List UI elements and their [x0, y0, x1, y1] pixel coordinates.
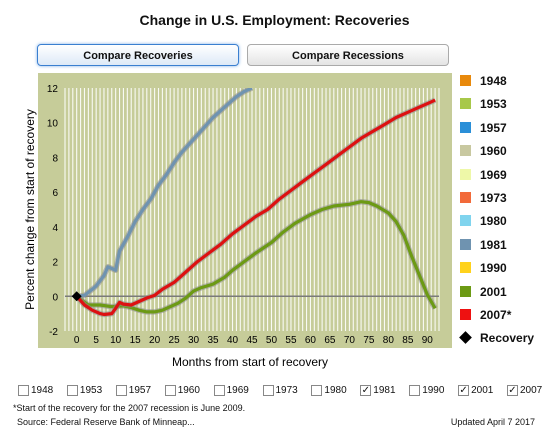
legend-label: 1981 — [480, 237, 507, 252]
x-tick-label: 0 — [74, 335, 80, 346]
source-note: Source: Federal Reserve Bank of Minneap.… — [17, 417, 195, 427]
updated-date: Updated April 7 2017 — [450, 417, 535, 427]
series-checkboxes: 1948 1953 1957 1960 1969 1973 1980 ✓ 1981 1990 ✓ 20… — [18, 384, 542, 400]
legend-label: 1957 — [480, 120, 507, 135]
y-tick-label: -2 — [49, 327, 58, 338]
y-tick-label: 0 — [52, 292, 58, 303]
x-tick-label: 5 — [93, 335, 99, 346]
checkbox-label: 1973 — [275, 385, 298, 396]
legend-swatch — [460, 309, 471, 320]
x-tick-label: 75 — [363, 335, 375, 346]
checkbox-icon[interactable] — [164, 385, 176, 396]
legend-label: 1980 — [480, 214, 507, 229]
checkbox-icon[interactable] — [213, 385, 225, 396]
legend-swatch — [460, 238, 471, 250]
y-axis-title: Percent change from start of recovery — [23, 109, 37, 310]
checkmark-icon[interactable]: ✓ — [458, 385, 470, 396]
legend-swatch — [460, 262, 471, 274]
checkbox-label: 1990 — [422, 385, 445, 396]
legend-swatch — [460, 168, 471, 180]
series-line-2007 — [75, 98, 436, 317]
checkbox-icon[interactable] — [311, 385, 323, 396]
series-line-1981 — [76, 88, 253, 298]
checkbox-icon[interactable] — [409, 385, 421, 396]
x-axis-title: Months from start of recovery — [172, 355, 328, 369]
legend-swatch — [460, 121, 471, 133]
legend-label: 1948 — [480, 74, 507, 88]
x-tick-label: 60 — [305, 335, 317, 346]
legend-swatch — [460, 285, 471, 297]
checkbox-label: 1960 — [177, 385, 200, 396]
legend-label: Recovery — [480, 331, 535, 346]
checkbox-label: 1948 — [31, 385, 54, 396]
x-tick-label: 10 — [110, 335, 122, 346]
legend-label: 1973 — [480, 191, 507, 205]
checkmark-icon[interactable]: ✓ — [507, 385, 518, 396]
x-tick-label: 80 — [383, 335, 395, 346]
legend-label: 1990 — [480, 261, 507, 276]
checkbox-icon[interactable] — [18, 385, 29, 396]
series-line-2001 — [75, 200, 437, 314]
legend-swatch — [460, 215, 471, 227]
compare-recoveries-tab[interactable]: Compare Recoveries — [37, 44, 239, 66]
x-tick-label: 50 — [266, 335, 278, 346]
y-tick-label: 8 — [52, 153, 58, 164]
checkbox-label: 1957 — [128, 385, 152, 396]
footnote: *Start of the recovery for the 2007 rece… — [13, 403, 246, 413]
x-tick-label: 45 — [246, 335, 258, 346]
legend-swatch — [460, 98, 471, 110]
legend-label: 2001 — [480, 284, 507, 299]
x-tick-label: 35 — [207, 335, 219, 346]
legend-swatch — [460, 192, 471, 203]
y-tick-label: 2 — [52, 258, 58, 269]
x-tick-label: 65 — [324, 335, 336, 346]
x-tick-label: 25 — [169, 335, 181, 346]
x-tick-label: 55 — [285, 335, 297, 346]
x-tick-label: 85 — [402, 335, 414, 346]
x-tick-label: 20 — [149, 335, 161, 346]
legend-label: 2007* — [480, 308, 512, 322]
y-tick-label: 4 — [52, 223, 58, 234]
x-tick-label: 40 — [227, 335, 239, 346]
checkbox-icon[interactable] — [66, 385, 78, 396]
checkbox-label: 1980 — [324, 385, 347, 396]
x-tick-label: 90 — [422, 335, 434, 346]
legend-swatch — [460, 75, 471, 86]
legend-label: 1960 — [480, 144, 507, 159]
employment-chart: -2 0 2 4 6 8 10 12 0 5 10 15 20 25 30 35 40 45 50 55 60 65 70 7… — [23, 73, 452, 369]
recovery-marker — [71, 291, 82, 302]
legend-label: 1953 — [480, 97, 507, 112]
checkbox-label: 1969 — [226, 385, 249, 396]
x-tick-label: 70 — [344, 335, 356, 346]
compare-recessions-tab[interactable]: Compare Recessions — [247, 44, 449, 66]
checkmark-icon[interactable]: ✓ — [360, 385, 372, 396]
legend-label: 1969 — [480, 167, 507, 182]
x-tick-label: 15 — [130, 335, 142, 346]
y-tick-label: 10 — [47, 119, 59, 130]
checkbox-label: 1981 — [373, 385, 396, 396]
y-tick-label: 12 — [47, 84, 59, 95]
legend-swatch — [460, 145, 471, 157]
checkbox-label: 1953 — [79, 385, 103, 396]
checkbox-label: 2007 — [520, 385, 543, 396]
checkbox-label: 2001 — [471, 385, 494, 396]
y-tick-label: 6 — [52, 188, 58, 199]
chart-title: Change in U.S. Employment: Recoveries — [139, 12, 410, 28]
checkbox-icon[interactable] — [115, 385, 127, 396]
x-tick-label: 30 — [188, 335, 200, 346]
checkbox-icon[interactable] — [262, 385, 274, 396]
